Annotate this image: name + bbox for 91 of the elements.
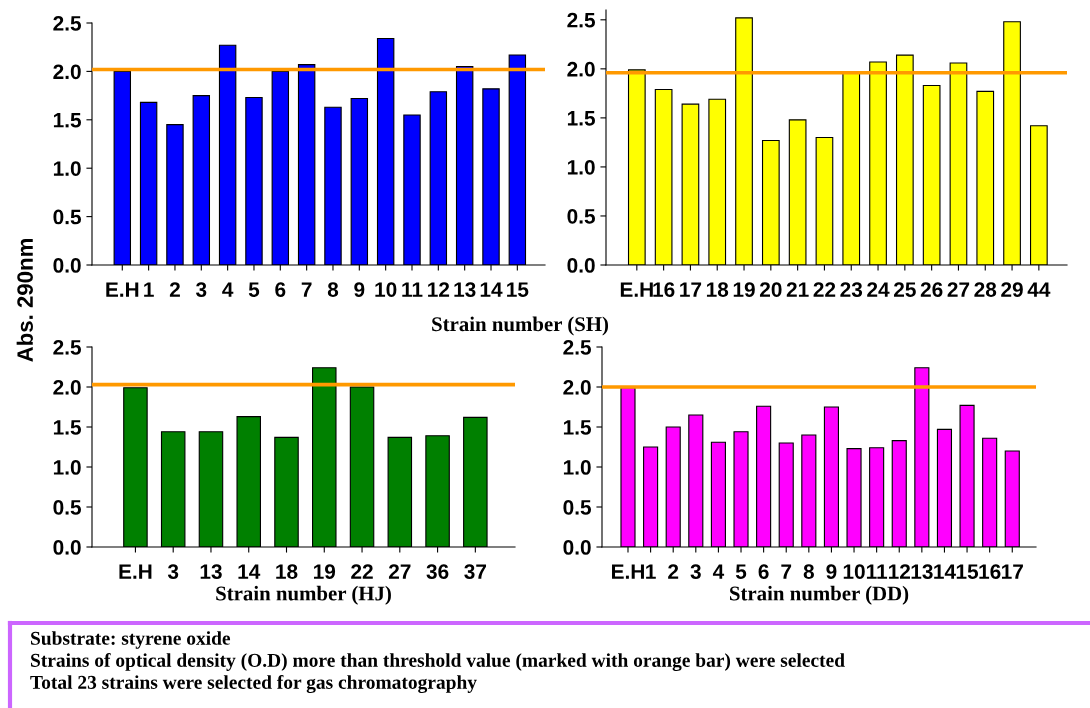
y-tick-label: 0.0 bbox=[567, 258, 595, 273]
x-tick-label: 3 bbox=[195, 282, 207, 297]
y-tick-label: 2.5 bbox=[567, 12, 596, 28]
x-tick-label: 6 bbox=[758, 564, 769, 579]
x-tick-label: E.H bbox=[119, 564, 152, 579]
x-tick-label: 3 bbox=[690, 564, 701, 579]
x-tick-label: 22 bbox=[813, 282, 836, 297]
text: Strains of optical density (O.D) more than threshold value (marked with orange bar) were selected bbox=[31, 653, 845, 671]
x-tick-label: 12 bbox=[888, 564, 910, 579]
y-axis-title: Abs. 290nm bbox=[16, 239, 33, 362]
x-tick-label: E.H bbox=[106, 282, 139, 297]
x-tick-label: 1 bbox=[144, 282, 154, 297]
x-tick-label: 18 bbox=[706, 282, 729, 297]
y-tick-label: 0.5 bbox=[567, 208, 596, 224]
x-tick-label: 13 bbox=[200, 564, 222, 579]
x-tick-label: 18 bbox=[276, 564, 298, 579]
x-tick-label: 7 bbox=[301, 282, 312, 297]
y-tick-label: 1.5 bbox=[567, 111, 596, 126]
x-tick-label: 13 bbox=[911, 564, 933, 579]
x-tick-label: 27 bbox=[947, 282, 970, 297]
y-tick-label: 1.0 bbox=[53, 460, 81, 475]
y-tick-label: 1.5 bbox=[563, 420, 592, 435]
x-tick-label: 10 bbox=[375, 282, 397, 297]
x-tick-label: 36 bbox=[426, 564, 449, 579]
x-tick-label: 4 bbox=[712, 564, 725, 579]
x-tick-label: 9 bbox=[826, 564, 837, 579]
x-tick-label: 9 bbox=[354, 282, 365, 297]
x-tick-label: 24 bbox=[867, 282, 890, 297]
x-axis-title: Strain number (DD) bbox=[730, 585, 909, 605]
x-tick-label: 12 bbox=[428, 282, 450, 297]
x-tick-label: 27 bbox=[388, 564, 411, 579]
y-tick-label: 0.0 bbox=[53, 540, 81, 555]
y-tick-label: 1.0 bbox=[53, 161, 81, 176]
y-tick-label: 2.0 bbox=[563, 380, 591, 395]
y-tick-label: 0.5 bbox=[53, 209, 82, 225]
x-tick-label: 15 bbox=[507, 282, 529, 297]
y-tick-label: 1.0 bbox=[567, 159, 595, 175]
x-tick-label: 1 bbox=[646, 564, 656, 579]
x-tick-label: 16 bbox=[653, 282, 675, 297]
x-tick-label: 17 bbox=[680, 282, 702, 297]
x-tick-label: 11 bbox=[866, 564, 888, 579]
x-tick-label: 14 bbox=[480, 282, 503, 297]
x-tick-label: 19 bbox=[733, 282, 755, 297]
x-tick-label: 13 bbox=[454, 282, 476, 297]
y-tick-label: 1.0 bbox=[563, 460, 591, 475]
x-axis-title: Strain number (SH) bbox=[432, 316, 609, 336]
y-tick-label: 2.5 bbox=[53, 340, 82, 355]
x-tick-label: 5 bbox=[735, 564, 747, 579]
x-tick-label: 37 bbox=[464, 564, 487, 579]
x-tick-label: 25 bbox=[893, 282, 916, 297]
x-tick-label: 8 bbox=[327, 282, 339, 297]
x-tick-label: 28 bbox=[974, 282, 997, 297]
x-tick-label: 29 bbox=[1001, 282, 1023, 297]
x-axis-title: Strain number (HJ) bbox=[216, 585, 391, 605]
x-tick-label: 20 bbox=[759, 282, 782, 297]
x-tick-label: 6 bbox=[275, 282, 286, 297]
text: Substrate: styrene oxide bbox=[31, 631, 231, 649]
y-tick-label: 0.5 bbox=[53, 500, 82, 515]
x-tick-label: 3 bbox=[167, 564, 179, 579]
x-tick-label: 11 bbox=[402, 282, 423, 297]
y-tick-label: 0.5 bbox=[563, 500, 592, 515]
x-tick-label: 17 bbox=[1001, 564, 1023, 579]
y-tick-label: 2.0 bbox=[53, 380, 81, 395]
text: Total 23 strains were selected for gas chromatography bbox=[30, 675, 477, 693]
x-tick-label: 10 bbox=[843, 564, 865, 579]
x-tick-label: 44 bbox=[1027, 282, 1051, 297]
x-tick-label: 5 bbox=[248, 282, 260, 297]
y-tick-label: 2.5 bbox=[53, 16, 82, 31]
x-tick-label: 21 bbox=[786, 282, 809, 297]
x-tick-label: 19 bbox=[314, 564, 336, 579]
x-tick-label: 7 bbox=[781, 564, 792, 579]
x-tick-label: 16 bbox=[979, 564, 1001, 579]
x-tick-label: 2 bbox=[169, 282, 180, 297]
y-tick-label: 2.0 bbox=[567, 61, 595, 77]
x-tick-label: 2 bbox=[668, 564, 679, 579]
y-tick-label: 1.5 bbox=[53, 420, 82, 435]
x-tick-label: 26 bbox=[920, 282, 943, 297]
x-tick-label: 14 bbox=[934, 564, 956, 579]
x-tick-label: 23 bbox=[840, 282, 863, 297]
y-tick-label: 2.0 bbox=[53, 64, 81, 80]
y-tick-label: 0.0 bbox=[53, 258, 81, 273]
y-tick-label: 1.5 bbox=[53, 113, 82, 128]
x-tick-label: 8 bbox=[803, 564, 814, 579]
x-tick-label: 14 bbox=[238, 564, 261, 579]
x-tick-label: E.H bbox=[620, 282, 653, 297]
x-tick-label: 15 bbox=[956, 564, 979, 579]
x-tick-label: 4 bbox=[222, 282, 234, 297]
x-tick-label: E.H bbox=[612, 564, 644, 579]
y-tick-label: 0.0 bbox=[563, 540, 591, 555]
y-tick-label: 2.5 bbox=[563, 340, 592, 355]
x-tick-label: 22 bbox=[351, 564, 373, 579]
